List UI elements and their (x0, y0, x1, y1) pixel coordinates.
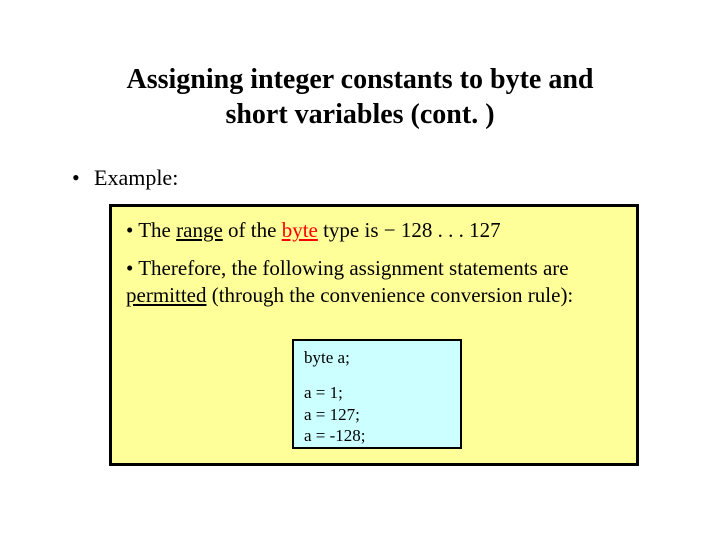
b1-range: range (176, 218, 223, 242)
bullet-dot-icon: • (72, 165, 94, 191)
title-line-2: short variables (cont. ) (225, 99, 494, 130)
code-box: byte a; a = 1; a = 127; a = -128; (292, 339, 462, 449)
b1-mid: of the (223, 218, 282, 242)
title-line-1: Assigning integer constants to byte and (127, 64, 594, 95)
b1-post: type is (318, 218, 384, 242)
b2-pre: Therefore, the following assignment stat… (138, 256, 568, 280)
highlight-box: • The range of the byte type is − 128 . … (109, 204, 639, 466)
bullet-dot-icon: • (126, 256, 138, 280)
b2-permitted: permitted (126, 283, 206, 307)
outer-bullet: •Example: (72, 165, 178, 191)
bullet-dot-icon: • (126, 218, 138, 242)
code-line-4: a = -128; (304, 425, 450, 446)
box-bullet-2: • Therefore, the following assignment st… (126, 255, 622, 310)
box-bullet-1: • The range of the byte type is − 128 . … (126, 217, 622, 245)
slide-title: Assigning integer constants to byte and … (0, 62, 720, 132)
code-line-2: a = 1; (304, 382, 450, 403)
b2-post: (through the convenience conversion rule… (206, 283, 573, 307)
slide: Assigning integer constants to byte and … (0, 0, 720, 540)
b1-byte: byte (282, 218, 318, 242)
b1-values: − 128 . . . 127 (384, 218, 501, 242)
code-blank-line (304, 368, 450, 382)
code-line-1: byte a; (304, 347, 450, 368)
outer-bullet-text: Example: (94, 165, 178, 190)
code-line-3: a = 127; (304, 404, 450, 425)
b1-pre: The (138, 218, 176, 242)
